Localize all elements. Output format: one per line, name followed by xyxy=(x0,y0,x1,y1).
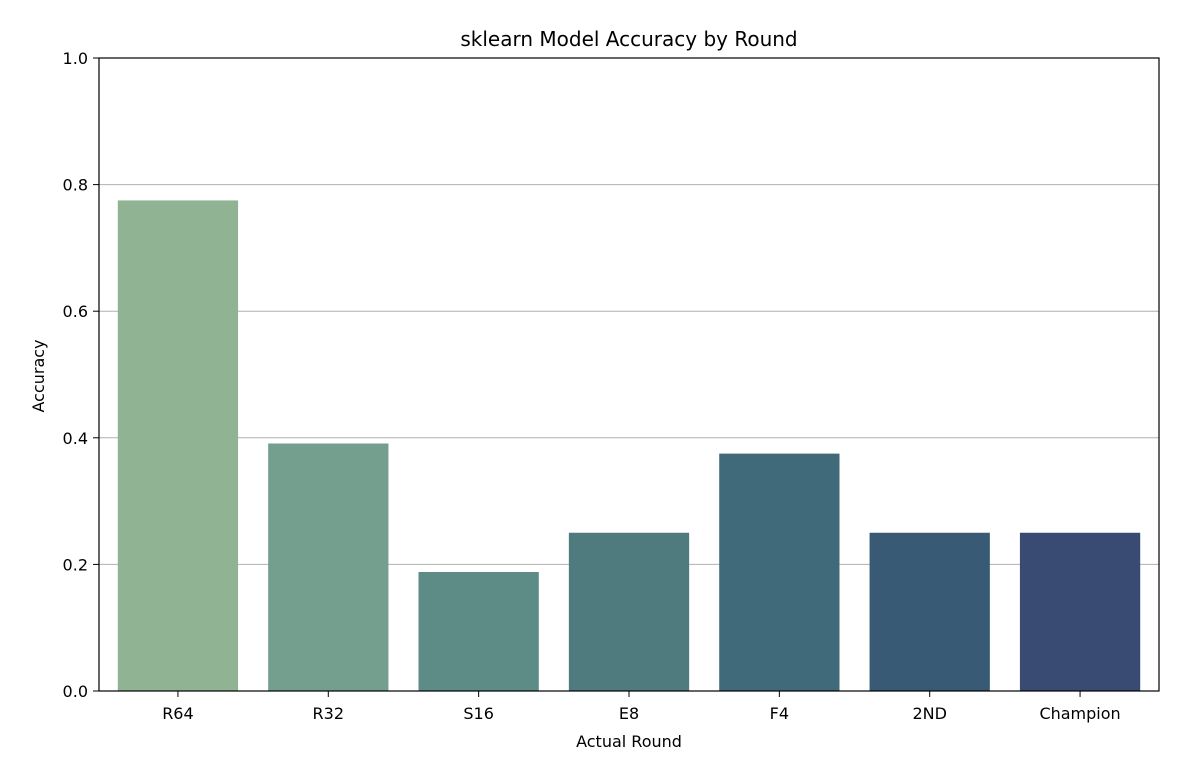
x-tick-label: 2ND xyxy=(912,704,946,723)
x-axis-ticks: R64 R32 S16 E8 F4 2ND Champion xyxy=(162,691,1121,723)
bar-2nd xyxy=(869,532,990,691)
x-axis-label: Actual Round xyxy=(576,732,682,751)
bar-r32 xyxy=(268,443,389,691)
x-tick-label: R64 xyxy=(162,704,193,723)
y-axis-label: Accuracy xyxy=(29,339,48,412)
chart-title: sklearn Model Accuracy by Round xyxy=(460,27,797,51)
bar-f4 xyxy=(719,453,840,691)
y-tick-label: 1.0 xyxy=(63,49,88,68)
y-axis-ticks: 0.0 0.2 0.4 0.6 0.8 1.0 xyxy=(63,49,99,701)
y-tick-label: 0.0 xyxy=(63,682,88,701)
y-tick-label: 0.4 xyxy=(63,429,88,448)
y-tick-label: 0.6 xyxy=(63,302,88,321)
bar-e8 xyxy=(568,532,690,691)
bar-s16 xyxy=(418,571,539,691)
x-tick-label: E8 xyxy=(619,704,639,723)
y-tick-label: 0.8 xyxy=(63,176,88,195)
grid-lines xyxy=(99,184,1159,565)
y-tick-label: 0.2 xyxy=(63,555,88,574)
x-tick-label: F4 xyxy=(770,704,789,723)
bar-r64 xyxy=(117,200,239,692)
x-tick-label: Champion xyxy=(1039,704,1120,723)
bar-champion xyxy=(1019,532,1141,691)
x-tick-label: S16 xyxy=(463,704,494,723)
bars xyxy=(117,200,1141,692)
x-tick-label: R32 xyxy=(313,704,344,723)
